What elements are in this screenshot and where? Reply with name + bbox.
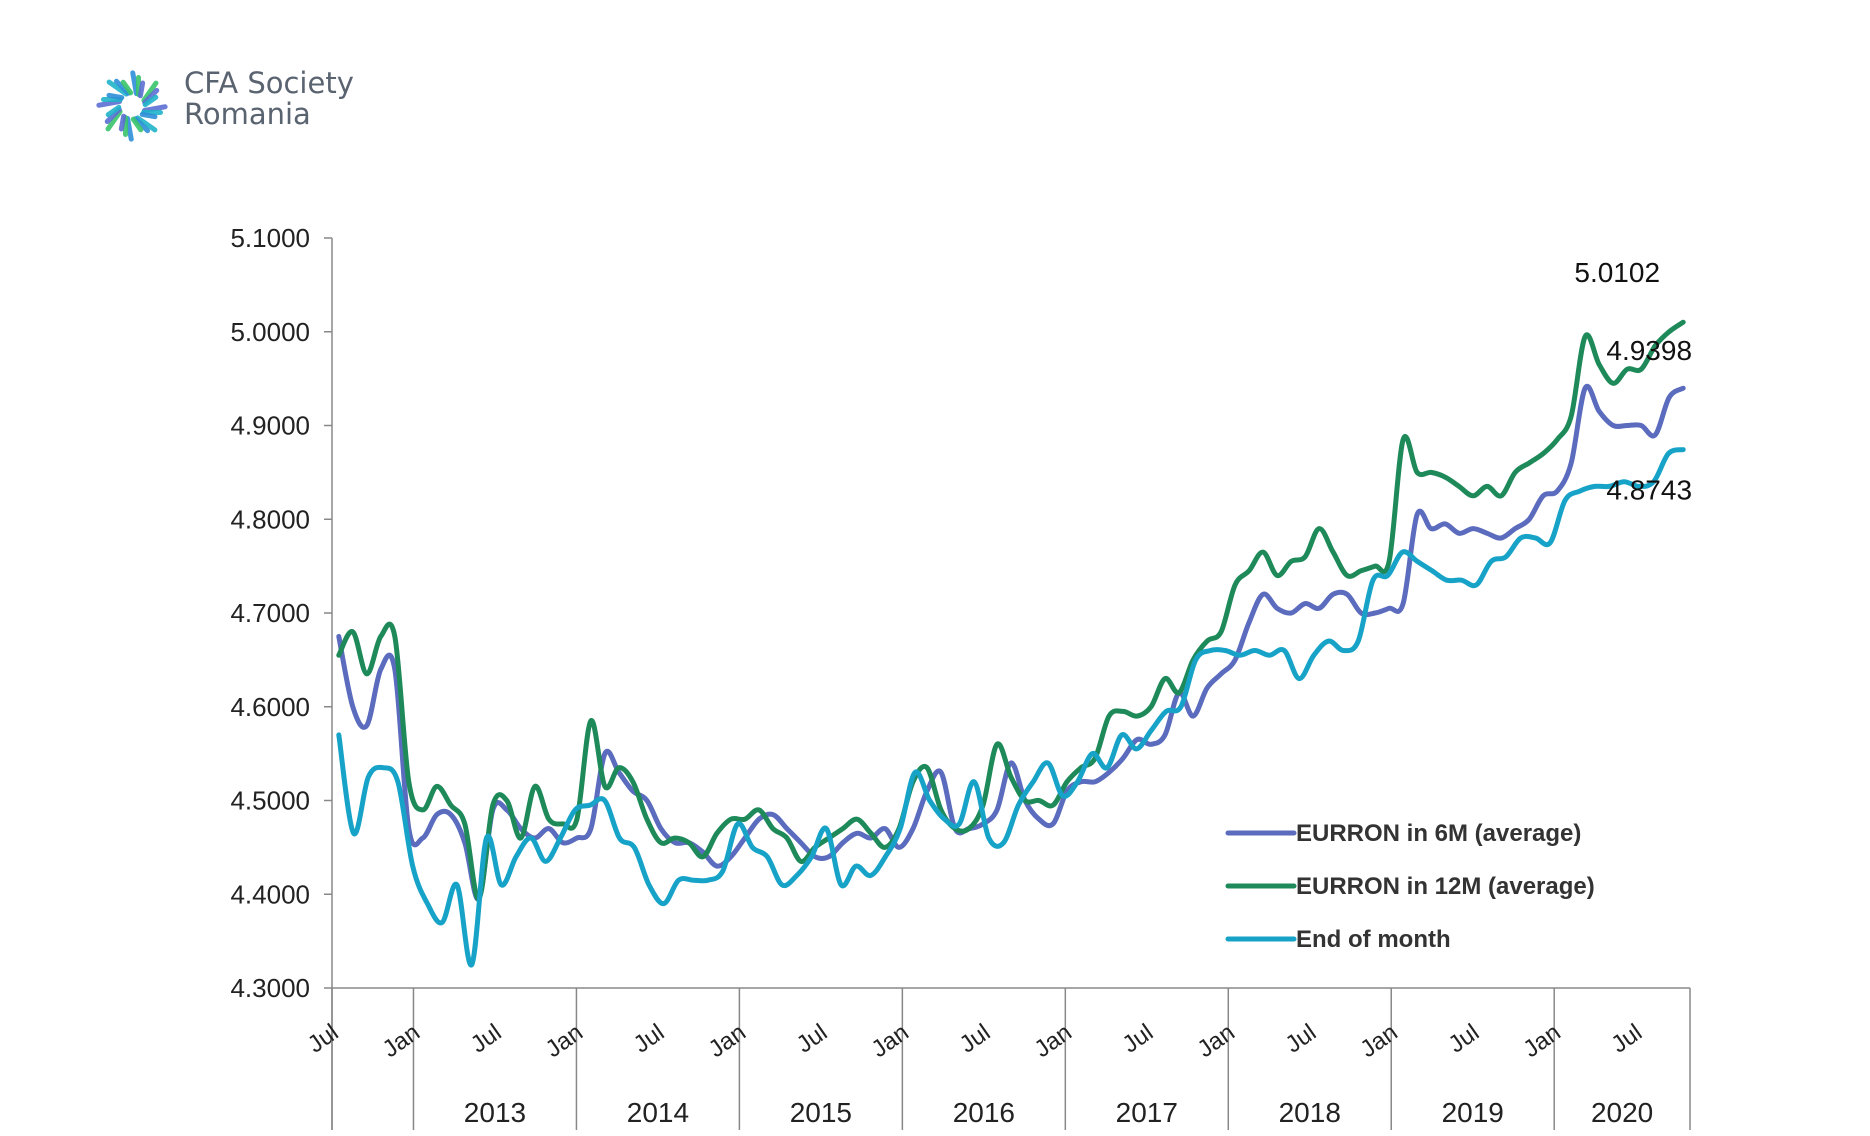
year-label: 2017 [1116,1097,1178,1128]
x-tick-label: Jul [629,1019,670,1059]
x-tick-label: Jul [955,1019,996,1059]
chart-series-lines [336,319,1686,968]
y-tick-label: 5.0000 [230,317,310,347]
series-end-label: 4.9398 [1606,335,1692,366]
logo-ray [130,115,158,134]
y-tick-label: 4.4000 [230,879,310,909]
x-tick-label: Jul [1606,1019,1647,1059]
chart-legend: EURRON in 6M (average) EURRON in 12M (ave… [1225,820,1595,953]
x-tick-label: Jan [1193,1019,1240,1063]
x-tick-label: Jul [792,1019,833,1059]
x-tick-label: Jan [541,1019,588,1063]
year-label: 2016 [953,1097,1015,1128]
logo-ray [106,78,134,97]
x-tick-label: Jul [466,1019,507,1059]
y-axis-tick-labels: 4.3000 4.4000 4.5000 4.6000 4.7000 4.8000 4.90… [230,223,310,1003]
y-tick-label: 4.3000 [230,973,310,1003]
series-end-labels: 4.9398 5.0102 4.8743 [1574,257,1692,505]
y-tick-label: 5.1000 [230,223,310,253]
y-tick-label: 4.5000 [230,786,310,816]
x-tick-label: Jan [1355,1019,1402,1063]
y-tick-label: 4.6000 [230,692,310,722]
chart-axes [324,237,1691,1130]
x-axis-year-labels: 2013 2014 2015 2016 2017 2018 2019 2020 [464,1097,1653,1128]
year-label: 2019 [1442,1097,1504,1128]
x-tick-label: Jul [1118,1019,1159,1059]
logo-ray [104,104,123,132]
logo-ray [141,80,160,108]
x-tick-label: Jan [867,1019,914,1063]
brand-name: CFA Society Romania [184,68,354,130]
series-end-label: 4.8743 [1606,475,1692,506]
x-tick-label: Jan [704,1019,751,1063]
y-tick-label: 4.9000 [230,411,310,441]
year-label: 2020 [1591,1097,1653,1128]
x-tick-label: Jul [1281,1019,1322,1059]
x-tick-label: Jan [1518,1019,1565,1063]
year-label: 2013 [464,1097,526,1128]
series-end-label: 5.0102 [1574,257,1660,288]
legend-entry: EURRON in 6M (average) [1296,820,1581,847]
y-tick-label: 4.7000 [230,598,310,628]
logo-ray [96,92,125,108]
x-tick-label: Jul [1444,1019,1485,1059]
x-tick-label: Jul [303,1019,344,1059]
x-axis-tick-labels: Jul Jan Jul Jan Jul Jan Jul Jan Jul Jan Jul Jan Jul J… [303,1019,1647,1063]
year-label: 2014 [627,1097,689,1128]
logo-ray [130,70,146,99]
legend-entry: EURRON in 12M (average) [1296,873,1595,900]
year-label: 2015 [790,1097,852,1128]
brand-name-line2: Romania [184,97,311,131]
cfa-starburst-icon [96,70,168,142]
legend-entry: End of month [1296,926,1451,953]
series-line-1 [336,319,1686,902]
logo-ray [139,104,168,120]
x-tick-label: Jan [1030,1019,1077,1063]
x-tick-label: Jan [378,1019,425,1063]
year-label: 2018 [1279,1097,1341,1128]
logo-ray [118,113,134,142]
cfa-society-romania-logo: CFA Society Romania [92,66,392,146]
brand-name-line1: CFA Society [184,66,354,100]
series-line-2 [336,447,1686,968]
y-tick-label: 4.8000 [230,504,310,534]
